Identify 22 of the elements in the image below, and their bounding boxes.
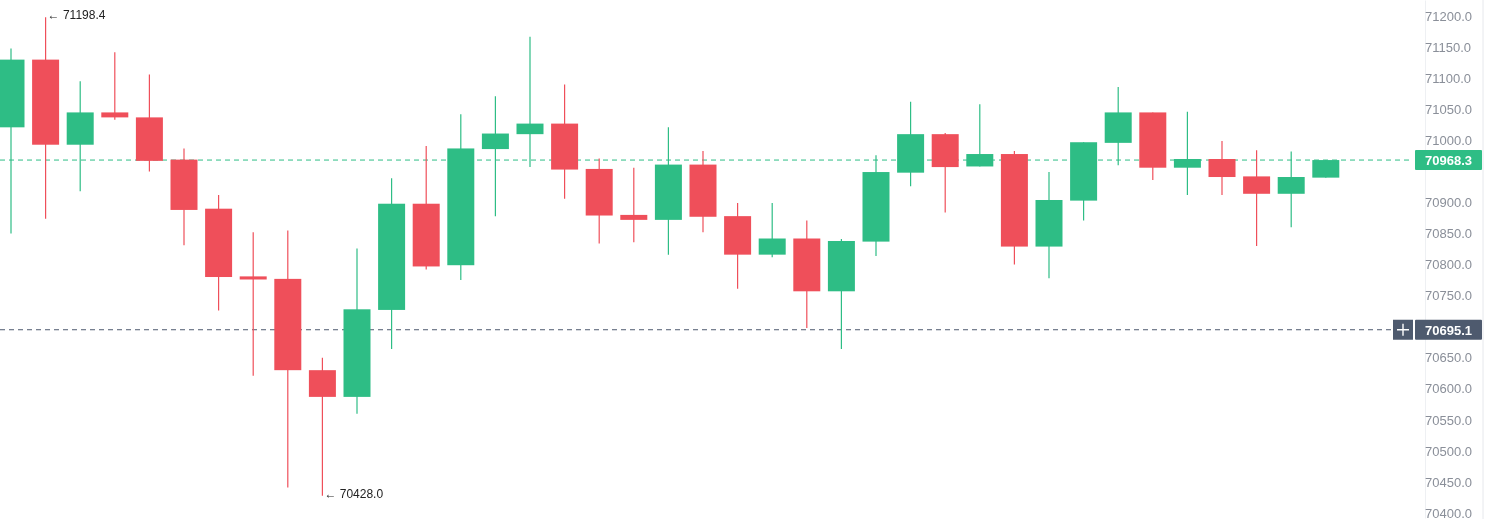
ref-line-label: 70968.3 xyxy=(1425,153,1472,169)
y-tick-label: 70800.0 xyxy=(1425,257,1472,273)
y-tick-label: 70500.0 xyxy=(1425,443,1472,459)
y-tick-label: 70750.0 xyxy=(1425,288,1472,304)
y-tick-label: 71100.0 xyxy=(1425,70,1472,86)
y-tick-label: 70600.0 xyxy=(1425,381,1472,397)
annotation: ← 71198.4 xyxy=(47,8,106,23)
y-tick-label: 71050.0 xyxy=(1425,101,1472,117)
y-tick-label: 70550.0 xyxy=(1425,412,1472,428)
y-tick-label: 70650.0 xyxy=(1425,350,1472,366)
y-tick-label: 70850.0 xyxy=(1425,226,1472,242)
ref-line-label: 70695.1 xyxy=(1425,322,1472,338)
annotation: ← 70428.0 xyxy=(324,486,384,501)
y-tick-label: 70450.0 xyxy=(1425,474,1472,490)
y-tick-label: 70900.0 xyxy=(1425,195,1472,211)
y-tick-label: 71000.0 xyxy=(1425,133,1472,149)
candlestick xyxy=(101,51,129,121)
candlestick xyxy=(620,167,648,243)
y-tick-label: 70400.0 xyxy=(1425,505,1472,519)
candlestick xyxy=(239,231,267,377)
y-tick-label: 71150.0 xyxy=(1425,39,1472,55)
y-tick-label: 71200.0 xyxy=(1425,8,1472,24)
